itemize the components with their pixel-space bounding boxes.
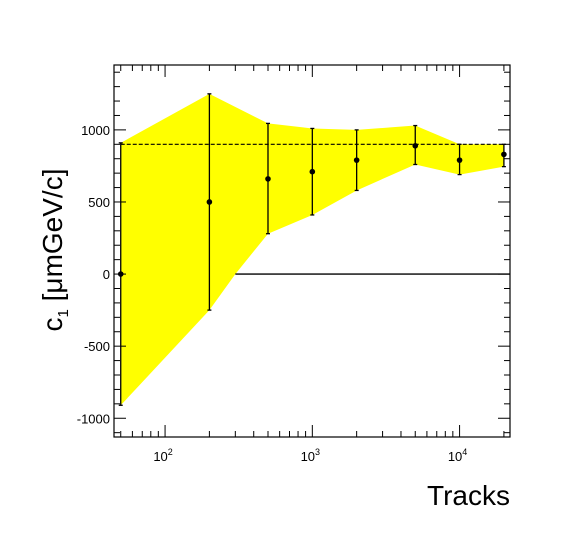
data-point [353, 157, 360, 163]
uncertainty-band [120, 93, 504, 406]
y-axis-title: c1 [μmGeV/c] [37, 169, 72, 332]
y-axis-title-units: [μmGeV/c] [37, 169, 68, 310]
x-tick-label-exponent: 2 [168, 447, 173, 457]
x-tick-label: 102 [153, 447, 172, 464]
data-point [206, 199, 213, 205]
data-point [309, 168, 316, 175]
x-axis-title: Tracks [427, 480, 510, 511]
y-axis-title-subscript: 1 [55, 309, 72, 317]
x-tick-label-exponent: 3 [315, 447, 320, 457]
x-tick-label: 103 [301, 447, 320, 464]
y-tick-label: -1000 [77, 411, 110, 426]
data-point [412, 142, 419, 149]
data-point [456, 157, 463, 163]
x-tick-label: 104 [448, 447, 467, 464]
x-tick-label-base: 10 [153, 449, 167, 464]
data-point [265, 176, 271, 182]
y-tick-label: 0 [103, 267, 110, 282]
y-tick-label: 1000 [81, 123, 110, 138]
x-tick-label-exponent: 4 [462, 447, 467, 457]
x-tick-label-base: 10 [448, 449, 462, 464]
plot-area [117, 93, 510, 406]
axis-titles: Tracks c1 [μmGeV/c] [37, 169, 510, 511]
y-tick-label: -500 [84, 339, 110, 354]
data-point [501, 151, 507, 158]
y-tick-label: 500 [88, 195, 110, 210]
x-tick-label-base: 10 [301, 449, 315, 464]
